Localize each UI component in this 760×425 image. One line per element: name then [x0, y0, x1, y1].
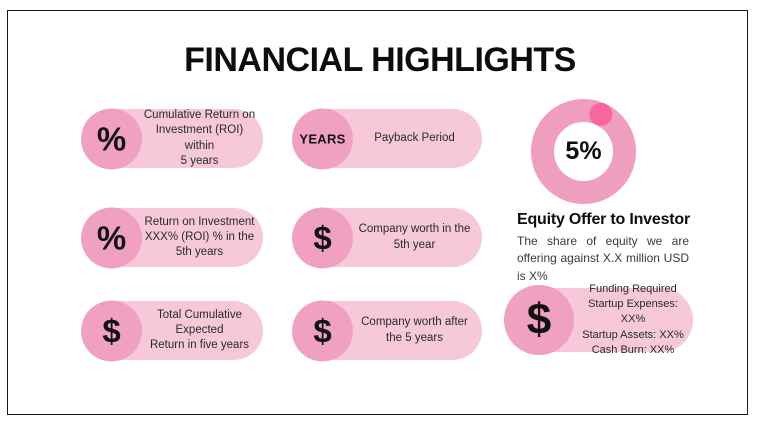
- icon-circle: $: [292, 207, 353, 268]
- page-title: FINANCIAL HIGHLIGHTS: [184, 41, 576, 79]
- funding-required-pill: $ Funding Required Startup Expenses: XX%…: [504, 282, 693, 357]
- donut-ring: [531, 99, 636, 204]
- payback-period-pill: YEARS Payback Period: [292, 108, 482, 169]
- equity-heading: Equity Offer to Investor: [517, 211, 690, 228]
- roi-return-pill: % Return on Investment XXX% (ROI) % in t…: [81, 207, 263, 268]
- icon-circle: %: [81, 207, 142, 268]
- dollar-icon: $: [102, 312, 121, 349]
- icon-circle: %: [81, 108, 142, 169]
- pill-text: Company worth after the 5 years: [361, 316, 468, 344]
- dollar-icon: $: [313, 219, 332, 256]
- icon-circle: $: [292, 300, 353, 361]
- total-cumulative-pill: $ Total Cumulative Expected Return in fi…: [81, 300, 263, 361]
- years-label: YEARS: [299, 131, 346, 146]
- pill-text: Return on Investment XXX% (ROI) % in the…: [144, 215, 255, 259]
- donut-svg: [531, 99, 636, 204]
- donut-value: 5%: [565, 137, 602, 165]
- icon-circle: YEARS: [292, 108, 353, 169]
- dollar-icon: $: [526, 295, 552, 344]
- equity-body: The share of equity we are offering agai…: [517, 234, 689, 283]
- icon-circle: $: [81, 300, 142, 361]
- dollar-icon: $: [313, 312, 332, 349]
- icon-circle: $: [504, 285, 574, 355]
- percent-icon: %: [96, 120, 127, 157]
- donut-segment-5pct: [589, 102, 613, 126]
- pill-text: Cumulative Return on Investment (ROI) wi…: [143, 109, 256, 167]
- pill-text: Company worth in the 5th year: [358, 223, 471, 251]
- donut-chart: 5%: [531, 99, 636, 204]
- company-worth-5th-pill: $ Company worth in the 5th year: [292, 207, 482, 268]
- roi-cumulative-pill: % Cumulative Return on Investment (ROI) …: [81, 108, 263, 169]
- percent-icon: %: [96, 219, 127, 256]
- pill-text: Payback Period: [374, 131, 455, 144]
- funding-text: Funding Required Startup Expenses: XX% S…: [582, 282, 684, 357]
- company-worth-after-pill: $ Company worth after the 5 years: [292, 300, 482, 361]
- pill-text: Total Cumulative Expected Return in five…: [149, 308, 250, 352]
